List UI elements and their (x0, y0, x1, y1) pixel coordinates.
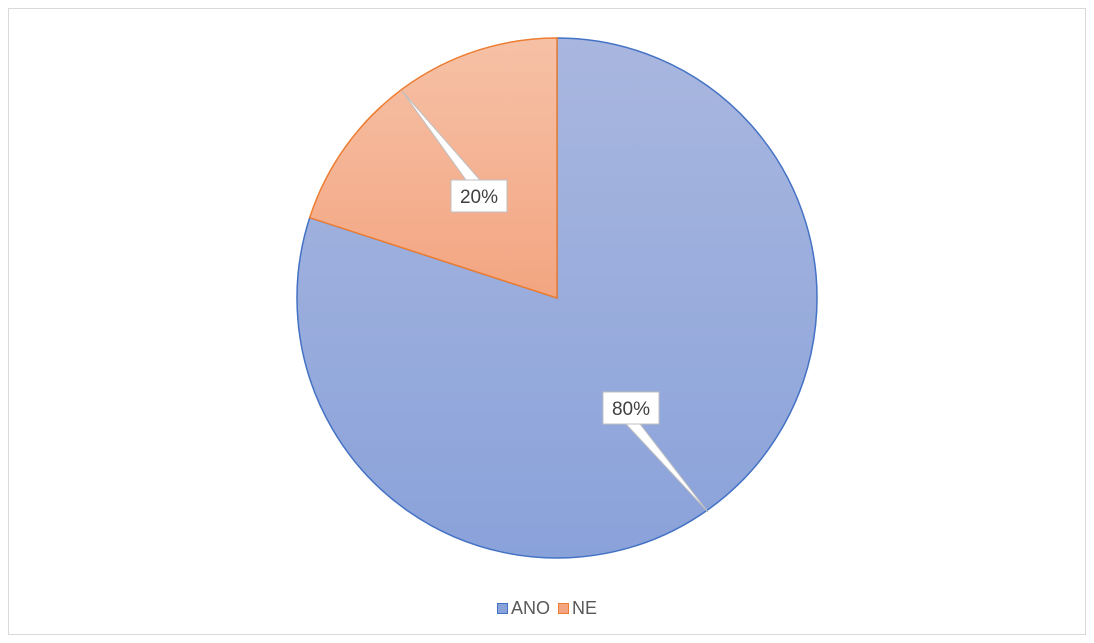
data-label-text-ano: 80% (612, 399, 650, 420)
data-label-box-ano (602, 391, 660, 425)
data-label-ano: 80% (602, 391, 709, 513)
legend-swatch-ano (496, 603, 508, 614)
data-label-text-ne: 20% (460, 187, 498, 208)
legend-item-ano: ANO (496, 598, 550, 619)
legend-item-ne: NE (558, 598, 597, 619)
data-label-box-ne (450, 179, 508, 213)
legend-label-ne: NE (572, 598, 598, 618)
legend: ANO NE (0, 598, 1094, 619)
legend-swatch-ne (558, 603, 569, 614)
pie-slice-ne (308, 37, 558, 300)
pie-slice-ano (296, 37, 818, 559)
data-label-ne: 20% (401, 90, 508, 213)
legend-label-ano: ANO (510, 598, 550, 618)
